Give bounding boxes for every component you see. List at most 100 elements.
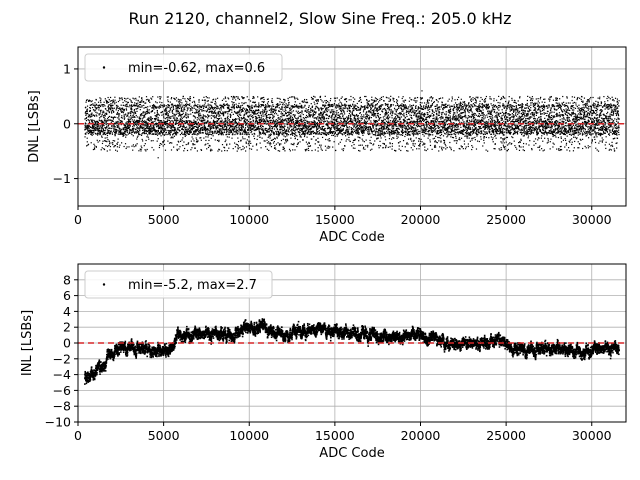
dnl-point	[300, 118, 302, 120]
dnl-point	[150, 117, 152, 119]
dnl-point	[224, 123, 226, 126]
dnl-point	[365, 95, 367, 98]
dnl-point	[119, 144, 121, 146]
dnl-point	[255, 104, 257, 106]
dnl-point	[349, 133, 351, 135]
dnl-point	[200, 117, 202, 119]
dnl-point	[196, 109, 198, 111]
dnl-point	[195, 129, 198, 131]
dnl-point	[227, 115, 229, 117]
dnl-point	[265, 108, 267, 110]
dnl-point	[115, 130, 117, 132]
dnl-point	[122, 112, 125, 114]
dnl-point	[91, 126, 93, 129]
dnl-point	[126, 131, 128, 133]
dnl-point	[271, 130, 273, 132]
dnl-point	[160, 127, 163, 129]
dnl-point	[323, 121, 325, 123]
dnl-point	[185, 120, 187, 122]
dnl-point	[143, 128, 146, 130]
dnl-point	[92, 104, 94, 106]
dnl-point	[379, 135, 382, 137]
dnl-point	[149, 131, 152, 133]
dnl-point	[166, 127, 168, 129]
dnl-point	[292, 127, 295, 129]
dnl-point	[278, 150, 281, 152]
dnl-point	[338, 128, 340, 130]
dnl-point	[325, 149, 327, 151]
dnl-point	[189, 100, 191, 102]
dnl-point	[374, 113, 377, 115]
dnl-point	[189, 97, 192, 100]
dnl-point	[212, 124, 215, 126]
dnl-point	[198, 116, 200, 118]
dnl-point	[355, 122, 357, 124]
dnl-point	[356, 125, 359, 127]
dnl-point	[100, 130, 102, 132]
dnl-point	[342, 124, 344, 126]
dnl-point	[111, 100, 113, 102]
dnl-point	[345, 120, 348, 123]
dnl-point	[228, 120, 230, 122]
dnl-point	[371, 112, 373, 114]
dnl-point	[131, 131, 133, 133]
dnl-point	[135, 120, 137, 122]
dnl-point	[366, 99, 368, 102]
dnl-point	[344, 135, 347, 137]
dnl-point	[350, 115, 352, 117]
dnl-point	[231, 129, 234, 131]
dnl-point	[340, 119, 342, 121]
dnl-point	[339, 117, 342, 119]
dnl-point	[297, 107, 299, 109]
dnl-point	[141, 127, 144, 130]
dnl-point	[341, 129, 344, 131]
dnl-point	[243, 133, 245, 135]
dnl-point	[90, 129, 92, 131]
dnl-point	[280, 126, 282, 128]
dnl-point	[180, 125, 182, 127]
dnl-point	[332, 110, 334, 112]
dnl-point	[356, 132, 358, 134]
dnl-point	[154, 112, 156, 114]
dnl-point	[352, 121, 354, 124]
dnl-point	[96, 120, 99, 122]
dnl-point	[307, 111, 309, 113]
dnl-point	[138, 122, 140, 124]
dnl-point	[109, 145, 112, 148]
dnl-point	[123, 110, 125, 112]
dnl-point	[360, 105, 362, 107]
dnl-point	[291, 125, 293, 127]
dnl-point	[178, 148, 180, 150]
dnl-point	[135, 105, 137, 107]
dnl-point	[130, 129, 132, 131]
dnl-point	[174, 129, 176, 131]
dnl-point	[138, 106, 141, 108]
dnl-point	[297, 143, 299, 145]
dnl-point	[335, 116, 337, 118]
dnl-point	[304, 116, 307, 119]
dnl-point	[217, 133, 220, 136]
dnl-point	[368, 114, 370, 116]
dnl-point	[105, 121, 107, 123]
dnl-point	[103, 133, 106, 135]
dnl-point	[290, 137, 292, 139]
dnl-point	[193, 96, 195, 99]
dnl-point	[127, 113, 129, 115]
dnl-point	[229, 113, 232, 116]
dnl-point	[113, 129, 115, 131]
dnl-point	[243, 97, 245, 99]
dnl-point	[141, 138, 143, 141]
dnl-point	[325, 102, 327, 104]
dnl-point	[325, 99, 328, 102]
dnl-point	[118, 131, 120, 133]
dnl-point	[357, 116, 359, 118]
dnl-point	[180, 120, 182, 122]
dnl-point	[206, 131, 208, 133]
dnl-point	[327, 100, 329, 103]
dnl-point	[296, 119, 298, 121]
dnl-point	[364, 122, 366, 124]
dnl-point	[275, 125, 277, 127]
dnl-point	[253, 127, 255, 129]
dnl-point	[206, 133, 208, 136]
dnl-point	[318, 133, 320, 135]
